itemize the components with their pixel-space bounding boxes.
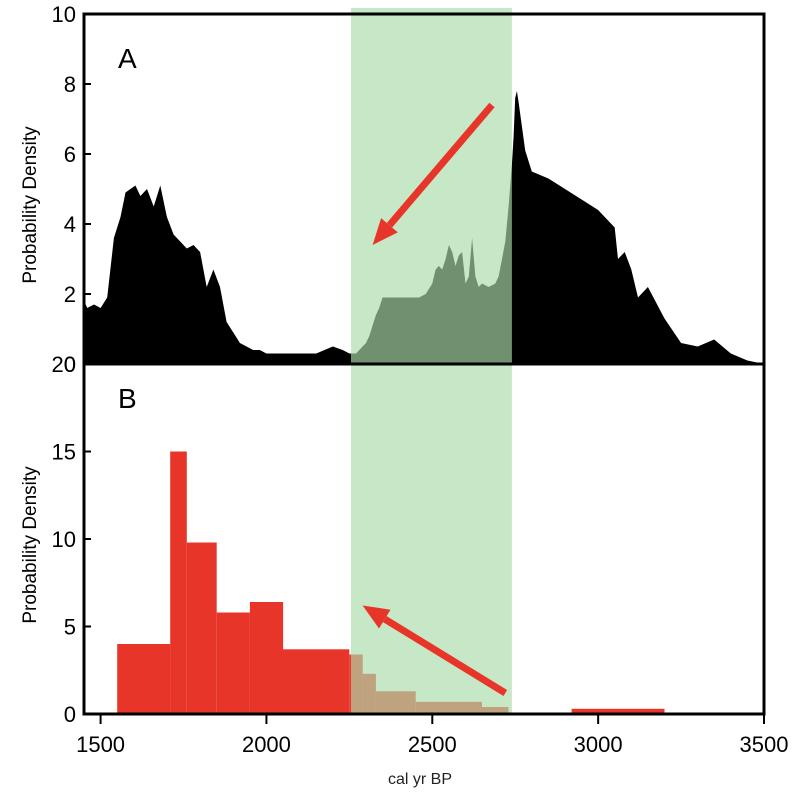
ytick-label-a: 8: [64, 72, 76, 97]
panel-a-letter: A: [118, 43, 137, 74]
text-layer: A B Probability Density Probability Dens…: [20, 43, 452, 788]
arrows-layer: [362, 102, 508, 696]
highlight-layer: [351, 8, 512, 714]
ytick-label-a: 2: [64, 282, 76, 307]
xtick-label: 1500: [76, 732, 125, 757]
xtick-label: 2500: [408, 732, 457, 757]
series-area-a: [84, 91, 764, 364]
xtick-label: 3000: [574, 732, 623, 757]
highlight-band: [351, 8, 512, 714]
ytick-label-a: 0: [64, 352, 76, 377]
panel-b-ylabel: Probability Density: [20, 466, 41, 624]
ytick-label-b: 20: [52, 352, 76, 377]
arrow-shaft-a: [386, 102, 495, 228]
xtick-label: 3500: [740, 732, 789, 757]
panel-a-ylabel: Probability Density: [20, 126, 41, 284]
histogram-bar-0: [117, 644, 171, 714]
x-axis-label: cal yr BP: [388, 771, 452, 788]
histogram-bar-5: [283, 649, 350, 715]
arrow-head-b: [362, 605, 391, 629]
arrow-shaft-b: [382, 616, 508, 696]
ytick-label-b: 5: [64, 615, 76, 640]
xtick-label: 2000: [242, 732, 291, 757]
ytick-label-a: 4: [64, 212, 76, 237]
histogram-bar-3: [216, 612, 250, 714]
ytick-label-a: 6: [64, 142, 76, 167]
ytick-label-b: 10: [52, 527, 76, 552]
histogram-bar-11: [571, 708, 665, 715]
ytick-label-b: 15: [52, 440, 76, 465]
histogram-bar-2: [186, 542, 217, 714]
arrow-head-a: [372, 218, 398, 245]
ytick-label-a: 10: [52, 2, 76, 27]
ticks-layer: 0 2 4 6 8 10 0 5 10 15 20 1500 2000 2500 3000 3500: [52, 2, 789, 757]
histogram-bar-1: [170, 451, 187, 714]
ytick-label-b: 0: [64, 702, 76, 727]
panel-b-letter: B: [118, 383, 137, 414]
histogram-bar-4: [249, 602, 284, 714]
